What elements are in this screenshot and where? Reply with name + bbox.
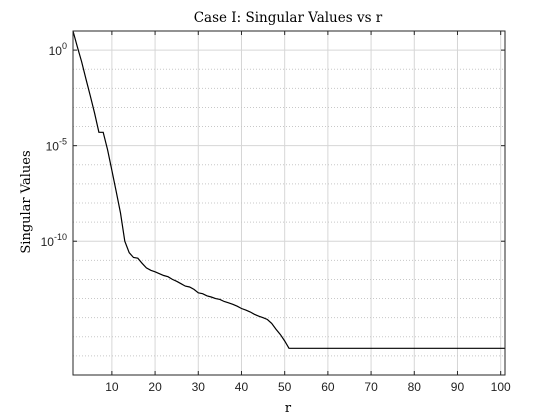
x-tick-label: 10 bbox=[105, 380, 119, 394]
x-tick-label: 80 bbox=[408, 380, 422, 394]
ticks: 10 20 30 40 50 60 70 80 90 100 100 10-5 10-10 bbox=[41, 31, 511, 394]
x-tick-label: 50 bbox=[278, 380, 292, 394]
x-axis-label: r bbox=[285, 401, 292, 416]
x-tick-label: 30 bbox=[192, 380, 206, 394]
chart-title: Case I: Singular Values vs r bbox=[194, 10, 383, 26]
x-tick-label: 100 bbox=[491, 380, 511, 394]
x-tick-label: 20 bbox=[148, 380, 162, 394]
y-tick-label: 10-10 bbox=[41, 232, 67, 249]
y-tick-label: 10-5 bbox=[46, 137, 67, 154]
series-layer bbox=[72, 30, 505, 349]
x-tick-label: 70 bbox=[364, 380, 378, 394]
x-tick-label: 90 bbox=[451, 380, 465, 394]
y-axis-label: Singular Values bbox=[19, 150, 34, 253]
x-tick-label: 60 bbox=[321, 380, 335, 394]
series-line bbox=[72, 30, 505, 349]
y-tick-label: 100 bbox=[49, 41, 67, 58]
axes-box bbox=[72, 30, 506, 376]
x-tick-label: 40 bbox=[235, 380, 249, 394]
